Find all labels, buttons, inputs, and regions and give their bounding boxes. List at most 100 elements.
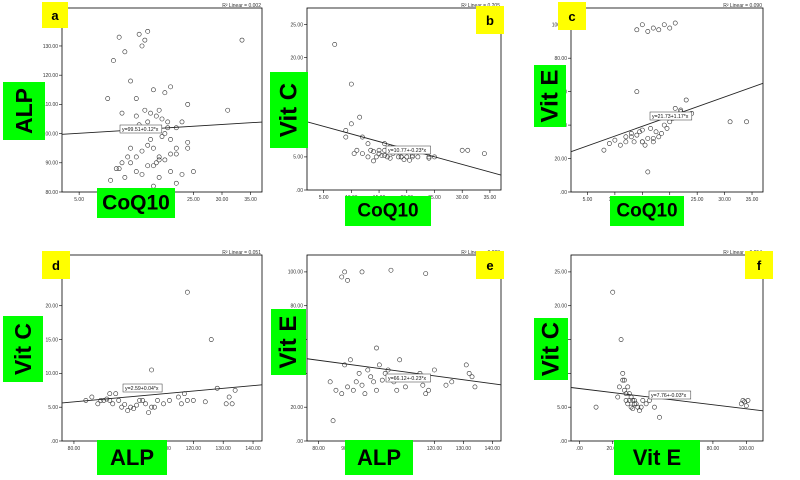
data-point — [745, 398, 751, 403]
data-point — [643, 401, 649, 407]
data-point — [239, 37, 245, 43]
data-point — [101, 398, 107, 403]
data-point — [128, 145, 133, 151]
regression-equation: y=21.73+1.17*x — [652, 114, 689, 120]
data-point — [122, 402, 128, 407]
y-axis-label: Vit E — [537, 70, 564, 123]
data-point — [339, 391, 345, 397]
data-point — [420, 382, 426, 388]
x-axis-label: Vit E — [633, 445, 682, 470]
data-point — [168, 137, 173, 142]
data-point — [650, 25, 656, 31]
data-point — [185, 139, 191, 145]
x-tick-label: 120.00 — [427, 446, 443, 452]
y-tick-label: 20.00 — [554, 304, 567, 310]
data-point — [184, 289, 190, 295]
data-point — [661, 22, 667, 28]
data-point — [459, 147, 465, 153]
y-tick-label: 20.00 — [290, 55, 303, 61]
x-tick-label: 140.00 — [485, 446, 501, 452]
data-point — [374, 345, 379, 351]
data-point — [463, 362, 469, 368]
data-point — [397, 357, 403, 363]
plot-frame — [61, 254, 263, 442]
data-point — [371, 149, 376, 155]
data-point — [639, 22, 645, 28]
panel-d: 80.0090.00100.00110.00120.00130.00140.00… — [3, 250, 263, 475]
y-tick-label: .00 — [560, 439, 567, 445]
data-point — [469, 374, 475, 380]
data-point — [656, 27, 662, 33]
data-point — [617, 384, 622, 390]
data-point — [637, 129, 642, 135]
data-point — [185, 145, 191, 151]
data-point — [379, 377, 385, 383]
data-point — [443, 382, 449, 388]
data-point — [202, 399, 208, 405]
data-point — [360, 134, 365, 140]
plot-frame — [570, 254, 764, 442]
panel-b: 5.0010.0015.0020.0025.0030.0035.00.005.0… — [270, 3, 504, 226]
equation-box: y=7.76+-0.03*x — [648, 390, 692, 400]
y-axis-label: Vit C — [10, 323, 36, 375]
panel-letter: b — [486, 13, 494, 28]
data-point — [152, 404, 157, 410]
x-tick-label: 5.00 — [583, 197, 593, 203]
data-point — [345, 384, 350, 390]
data-point — [642, 142, 648, 148]
data-point — [110, 401, 116, 407]
equation-box: y=66.12+-0.23*x — [385, 373, 431, 383]
y-tick-label: 5.00 — [557, 405, 567, 411]
data-point — [179, 172, 185, 177]
data-point — [357, 114, 363, 120]
data-point — [156, 157, 162, 163]
equation-frame — [649, 111, 693, 121]
y-tick-label: 20.00 — [45, 304, 58, 310]
data-point — [332, 42, 338, 47]
y-tick-label: 5.00 — [293, 155, 303, 161]
data-point — [190, 398, 196, 403]
regression-line — [62, 384, 262, 404]
data-point — [426, 155, 432, 161]
data-point — [131, 406, 137, 411]
y-axis-label-box — [3, 316, 43, 382]
y-tick-label: 80.00 — [45, 190, 58, 196]
data-point — [128, 78, 133, 84]
data-point — [350, 387, 356, 393]
data-point — [607, 141, 612, 146]
x-tick-label: 35.00 — [746, 197, 759, 203]
data-point — [354, 147, 360, 153]
x-tick-label: 35.00 — [244, 197, 257, 203]
data-point — [111, 58, 116, 63]
regression-equation: y=2.59+0.04*x — [125, 386, 159, 392]
equation-frame — [385, 145, 431, 155]
data-point — [122, 174, 128, 180]
data-point — [226, 394, 232, 400]
x-axis-label-box — [345, 440, 413, 475]
data-point — [653, 129, 659, 135]
x-tick-label: 25.00 — [428, 195, 441, 201]
data-point — [343, 134, 349, 140]
data-layer — [62, 28, 262, 189]
data-point — [359, 382, 365, 388]
data-point — [119, 160, 125, 166]
data-point — [156, 107, 162, 113]
data-point — [623, 139, 629, 145]
y-tick-label: 90.00 — [45, 161, 58, 167]
plot-frame — [61, 7, 263, 193]
data-point — [373, 154, 379, 160]
x-tick-label: 30.00 — [216, 197, 229, 203]
equation-frame — [119, 124, 163, 134]
data-point — [128, 404, 134, 410]
data-point — [423, 271, 429, 276]
panel-c: 5.0010.0015.0020.0025.0030.0035.00.0020.… — [534, 2, 764, 226]
data-point — [89, 394, 95, 400]
data-point — [333, 387, 339, 393]
data-point — [404, 154, 410, 160]
data-point — [374, 387, 379, 393]
x-tick-label: 5.00 — [319, 195, 329, 201]
data-point — [156, 174, 162, 180]
x-tick-label: 80.00 — [707, 446, 720, 452]
data-point — [145, 163, 151, 169]
data-point — [162, 90, 168, 96]
